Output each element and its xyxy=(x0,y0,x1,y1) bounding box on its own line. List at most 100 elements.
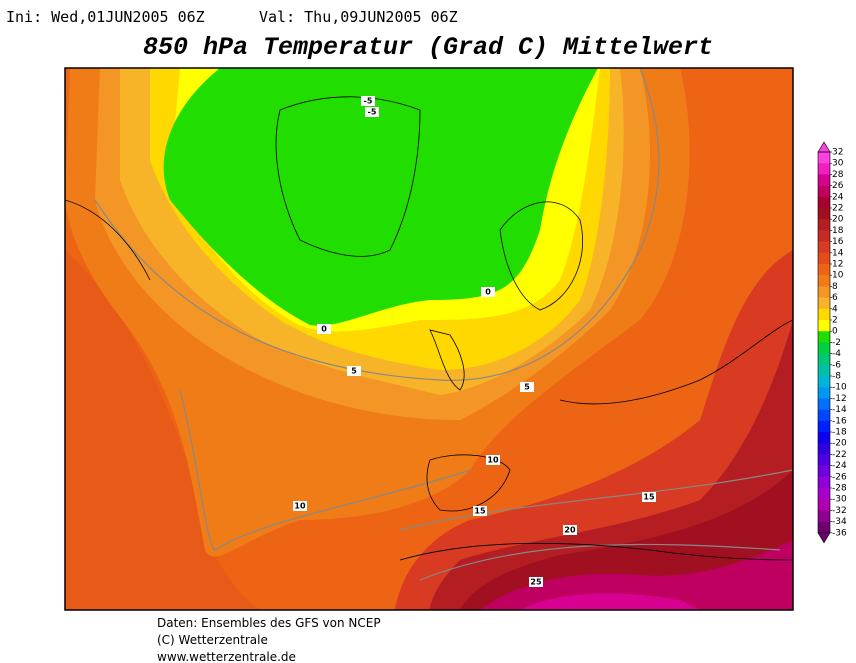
colorbar-swatch xyxy=(818,320,830,332)
map-title: 850 hPa Temperatur (Grad C) Mittelwert xyxy=(143,33,713,62)
contour-label: 0 xyxy=(321,325,327,334)
colorbar-label: -2 xyxy=(832,338,841,348)
colorbar-label: -24 xyxy=(832,461,847,471)
colorbar-swatch xyxy=(818,241,830,254)
colorbar-label: 2 xyxy=(832,316,838,326)
colorbar-label: -4 xyxy=(832,349,841,359)
colorbar-label: -26 xyxy=(832,472,847,482)
colorbar-swatch xyxy=(818,499,830,511)
colorbar-swatch xyxy=(818,196,830,209)
colorbar-label: -32 xyxy=(832,506,847,516)
colorbar-label: -12 xyxy=(832,394,847,404)
field xyxy=(520,593,700,610)
colorbar-swatch xyxy=(818,252,830,265)
colorbar-swatch xyxy=(818,152,830,164)
contour-label: 20 xyxy=(564,526,576,535)
colorbar-swatch xyxy=(818,510,830,522)
contour-label: 15 xyxy=(474,507,486,516)
footer-line: Daten: Ensembles des GFS von NCEP xyxy=(157,616,381,630)
colorbar-label: -10 xyxy=(832,383,847,393)
contour-label: 15 xyxy=(643,493,655,502)
colorbar-swatch xyxy=(818,465,830,478)
colorbar-label: 0 xyxy=(832,327,838,337)
colorbar-swatch xyxy=(818,342,830,354)
colorbar-label: 6 xyxy=(832,293,838,303)
colorbar-swatch xyxy=(818,432,830,444)
colorbar-label: -20 xyxy=(832,439,847,449)
colorbar-swatch xyxy=(818,443,830,455)
colorbar-label: 10 xyxy=(832,271,844,281)
colorbar-label: -34 xyxy=(832,517,847,527)
colorbar-swatch xyxy=(818,364,830,377)
field xyxy=(65,250,260,610)
colorbar-swatch xyxy=(818,185,830,198)
contour-label-box xyxy=(317,324,331,334)
contour-label-box xyxy=(563,525,577,535)
contour-label-box xyxy=(347,366,361,376)
colorbar-swatch xyxy=(818,308,830,321)
colorbar-end xyxy=(817,141,831,153)
contour-label: 0 xyxy=(485,288,491,297)
colorbar-label: 30 xyxy=(832,159,844,169)
contour-label-box xyxy=(642,492,656,502)
colorbar-label: 20 xyxy=(832,215,844,225)
contour-label: 5 xyxy=(524,383,530,392)
contour-label-box xyxy=(473,506,487,516)
colorbar-label: 28 xyxy=(832,170,844,180)
colorbar: 32302826242220181614121086420-2-4-6-8-10… xyxy=(817,141,847,544)
field xyxy=(163,68,598,326)
colorbar-swatch xyxy=(818,409,830,422)
colorbar-label: 14 xyxy=(832,248,844,258)
contour-label: 25 xyxy=(530,578,542,587)
init-time: Ini: Wed,01JUN2005 06Z xyxy=(6,8,205,26)
contour-label-box xyxy=(361,96,375,106)
contour-label: 10 xyxy=(487,456,499,465)
colorbar-swatch xyxy=(818,376,830,388)
contour-label: -5 xyxy=(364,97,373,106)
colorbar-swatch xyxy=(818,521,830,534)
isotherms xyxy=(94,68,793,581)
colorbar-swatch xyxy=(818,208,830,220)
colorbar-label: -8 xyxy=(832,372,841,382)
colorbar-end xyxy=(817,532,831,544)
colorbar-swatch xyxy=(818,264,830,276)
colorbar-swatch xyxy=(818,275,830,287)
colorbar-label: -28 xyxy=(832,484,847,494)
colorbar-label: 24 xyxy=(832,192,844,202)
colorbar-label: 18 xyxy=(832,226,844,236)
colorbar-label: 26 xyxy=(832,181,844,191)
colorbar-label: 4 xyxy=(832,304,838,314)
colorbar-label: 22 xyxy=(832,204,843,214)
colorbar-label: -14 xyxy=(832,405,847,415)
contour-label-box xyxy=(365,107,379,117)
colorbar-label: 32 xyxy=(832,148,843,158)
valid-time: Val: Thu,09JUN2005 06Z xyxy=(259,8,458,26)
field xyxy=(480,540,793,610)
colorbar-label: -18 xyxy=(832,428,847,438)
contour-label: 5 xyxy=(351,367,357,376)
colorbar-label: 16 xyxy=(832,237,844,247)
colorbar-swatch xyxy=(818,420,830,433)
colorbar-swatch xyxy=(818,488,830,500)
footer-line: www.wetterzentrale.de xyxy=(157,650,296,663)
colorbar-label: -16 xyxy=(832,416,847,426)
colorbar-swatch xyxy=(818,331,830,343)
colorbar-swatch xyxy=(818,230,830,242)
contour-label: -5 xyxy=(368,108,377,117)
contour-label-box xyxy=(481,287,495,297)
colorbar-swatch xyxy=(818,476,830,489)
colorbar-swatch xyxy=(818,353,830,366)
colorbar-label: 12 xyxy=(832,260,843,270)
contour-labels: -5 -5 0 0 5 5 10 10 15 15 20 25 xyxy=(293,96,656,587)
colorbar-swatch xyxy=(818,163,830,175)
colorbar-label: -36 xyxy=(832,528,847,538)
colorbar-label: -30 xyxy=(832,495,847,505)
colorbar-swatch xyxy=(818,174,830,186)
colorbar-label: -6 xyxy=(832,360,841,370)
colorbar-swatch xyxy=(818,387,830,399)
colorbar-label: -22 xyxy=(832,450,847,460)
contour-label-box xyxy=(486,455,500,465)
footer-line: (C) Wetterzentrale xyxy=(157,633,268,647)
map-frame xyxy=(64,67,794,611)
